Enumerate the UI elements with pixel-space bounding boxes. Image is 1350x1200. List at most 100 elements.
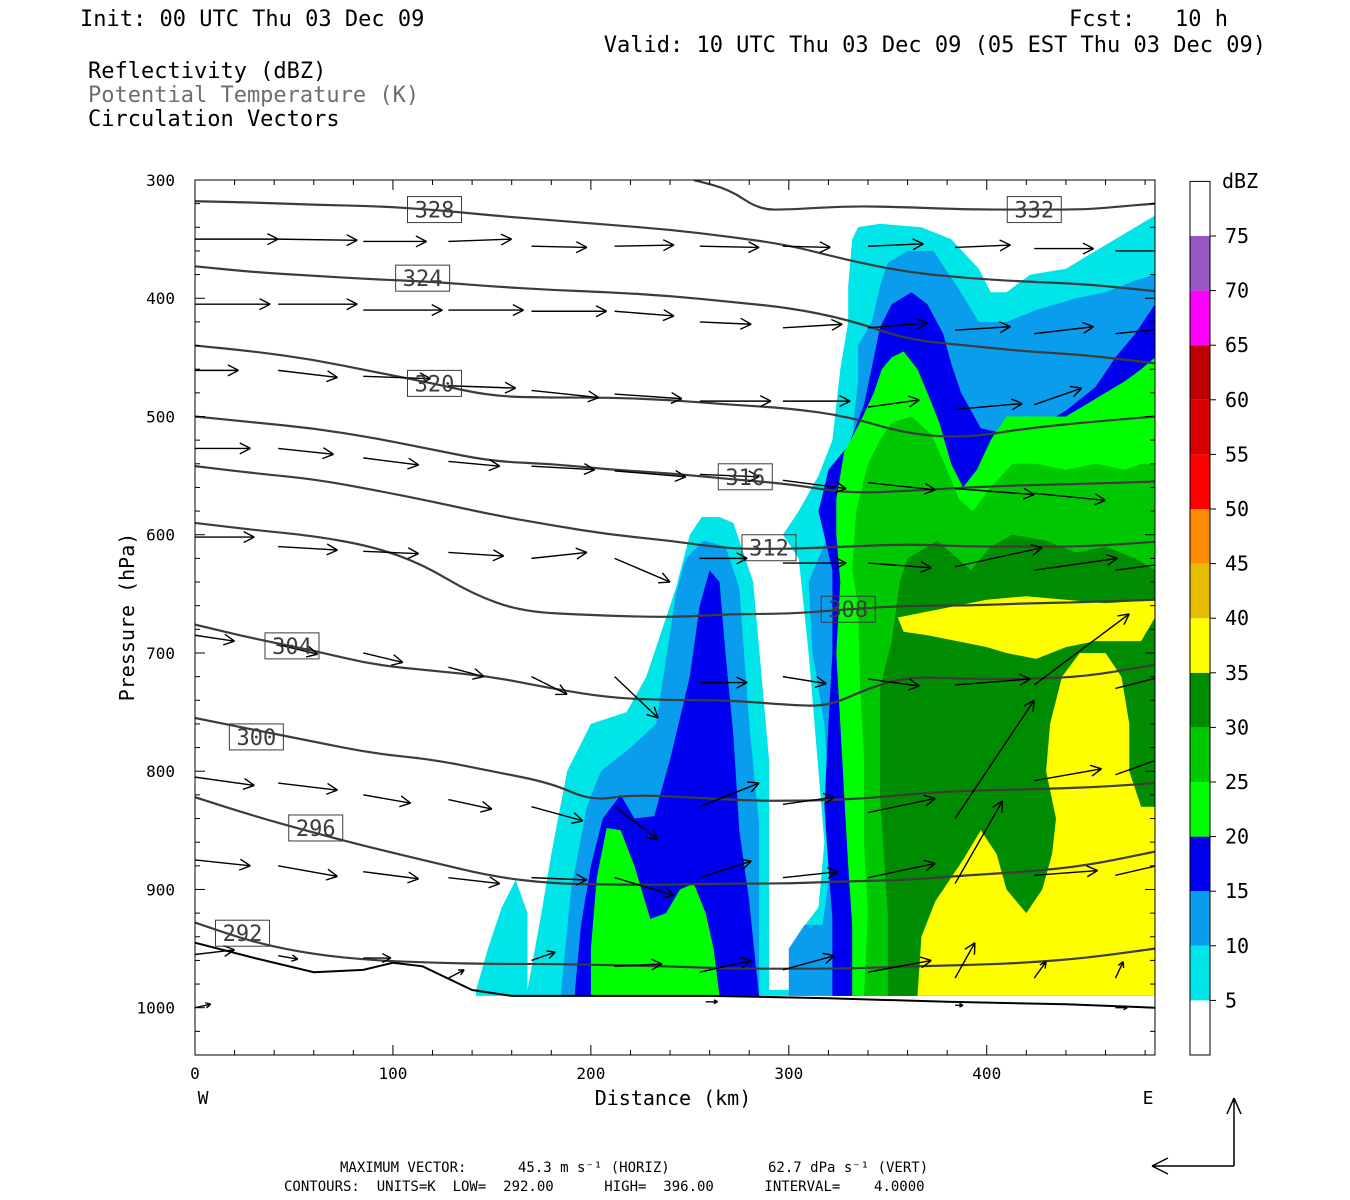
colorbar-swatch-10 [1190, 891, 1210, 946]
circulation-vector [195, 298, 271, 311]
circulation-vector [1115, 677, 1155, 690]
theta-label-text-292: 292 [223, 922, 263, 947]
theta-label-316: 316 [717, 463, 773, 491]
circulation-vector [278, 782, 338, 795]
circulation-vector [699, 317, 752, 330]
circulation-vector [867, 482, 936, 495]
colorbar-label: 15 [1225, 879, 1249, 903]
reflectivity-region-35dbz [917, 653, 1155, 996]
circulation-vector [363, 794, 412, 808]
circulation-vector [1033, 960, 1047, 979]
theta-label-292: 292 [215, 919, 271, 947]
circulation-vector [195, 531, 255, 544]
circulation-vector [699, 470, 760, 483]
circulation-vector [1115, 250, 1155, 252]
circulation-vector [782, 241, 831, 254]
circulation-vector [1033, 613, 1130, 686]
colorbar-swatch-below [1190, 1000, 1210, 1055]
circulation-vector [867, 317, 928, 330]
x-tick-label: 100 [378, 1064, 407, 1083]
circulation-vector [531, 806, 584, 824]
circulation-vector [614, 958, 663, 971]
theta-contour-332 [693, 180, 1155, 211]
circulation-vector [278, 954, 299, 962]
colorbar-label: 65 [1225, 333, 1249, 357]
colorbar-swatch-40 [1190, 563, 1210, 619]
circulation-vector [195, 776, 255, 790]
max-vector-label: MAXIMUM VECTOR: [340, 1160, 466, 1176]
circulation-vector [1034, 242, 1094, 255]
circulation-vector [867, 794, 936, 814]
circulation-vector [277, 644, 319, 658]
theta-label-text-332: 332 [1014, 199, 1054, 224]
circulation-vector [363, 652, 404, 666]
circulation-vector [782, 792, 835, 806]
reflectivity-fill [476, 215, 1155, 996]
theta-contour-324 [195, 265, 1155, 365]
contour-info: CONTOURS: UNITS=K LOW= 292.00 HIGH= 396.… [284, 1179, 925, 1195]
circulation-vector [955, 321, 1011, 334]
circulation-vector [954, 800, 1004, 884]
colorbar-label: 40 [1225, 606, 1249, 630]
theta-contour-labels: 292 296 300 304 308 312 316 320 324 328 332 [215, 196, 1062, 947]
circulation-vector [531, 463, 596, 476]
y-tick-label: 300 [146, 171, 175, 190]
circulation-vector [448, 459, 501, 472]
circulation-vector [1034, 321, 1095, 335]
theta-contour-308 [195, 521, 1155, 618]
colorbar-swatch-30 [1190, 672, 1210, 728]
circulation-vector [782, 479, 847, 494]
circulation-vector [448, 876, 501, 889]
circulation-vector [954, 544, 1043, 568]
theta-label-text-308: 308 [828, 598, 868, 623]
circulation-vector [614, 876, 675, 899]
colorbar-label: 25 [1225, 770, 1249, 794]
theta-label-text-312: 312 [749, 537, 789, 562]
circulation-vector [955, 673, 1031, 686]
y-tick-label: 500 [146, 407, 175, 426]
colorbar-swatch-75 [1190, 181, 1210, 236]
theta-contour-304 [195, 623, 1155, 707]
circulation-vector [1034, 492, 1106, 506]
circulation-vector [614, 806, 659, 841]
circulation-vector [448, 303, 524, 317]
circulation-vector [1115, 1005, 1128, 1011]
colorbar-swatch-35 [1190, 618, 1210, 673]
circulation-vector [782, 557, 847, 570]
circulation-vector [278, 369, 338, 383]
reference-vertical-arrow [1226, 1097, 1242, 1166]
circulation-vector [195, 364, 239, 377]
circulation-vector [699, 956, 752, 973]
west-label: W [198, 1088, 209, 1109]
x-tick-label: 400 [972, 1064, 1001, 1083]
colorbar-label: 30 [1225, 715, 1249, 739]
circulation-vector [1115, 759, 1155, 776]
circulation-vector [867, 859, 936, 879]
theta-label-text-316: 316 [725, 466, 765, 491]
circulation-vector [699, 395, 772, 408]
max-vector-vertical: 62.7 dPa s⁻¹ (VERT) [768, 1160, 928, 1176]
colorbar-title: dBZ [1222, 169, 1258, 193]
circulation-vector [955, 1002, 964, 1008]
reflectivity-region-35dbz [897, 596, 1155, 659]
theta-label-text-296: 296 [296, 817, 336, 842]
colorbar-label: 60 [1225, 388, 1249, 412]
circulation-vector [448, 666, 485, 680]
circulation-vector [1034, 764, 1102, 782]
circulation-vector [1034, 385, 1083, 406]
circulation-vector [955, 398, 1023, 411]
circulation-vector [363, 547, 420, 560]
terrain-line [195, 941, 1155, 1009]
circulation-vector [1115, 328, 1155, 335]
circulation-vector [448, 381, 516, 394]
theta-label-320: 320 [407, 369, 463, 397]
theta-contour-312 [195, 465, 1155, 551]
theta-label-332: 332 [1006, 196, 1062, 224]
circulation-vectors [195, 233, 1155, 1011]
circulation-vector [531, 305, 608, 318]
circulation-vector [1034, 553, 1118, 571]
theta-contour-328 [195, 200, 1155, 293]
colorbar-swatch-25 [1190, 727, 1210, 782]
theta-label-308: 308 [820, 595, 876, 623]
circulation-vector [195, 233, 279, 246]
